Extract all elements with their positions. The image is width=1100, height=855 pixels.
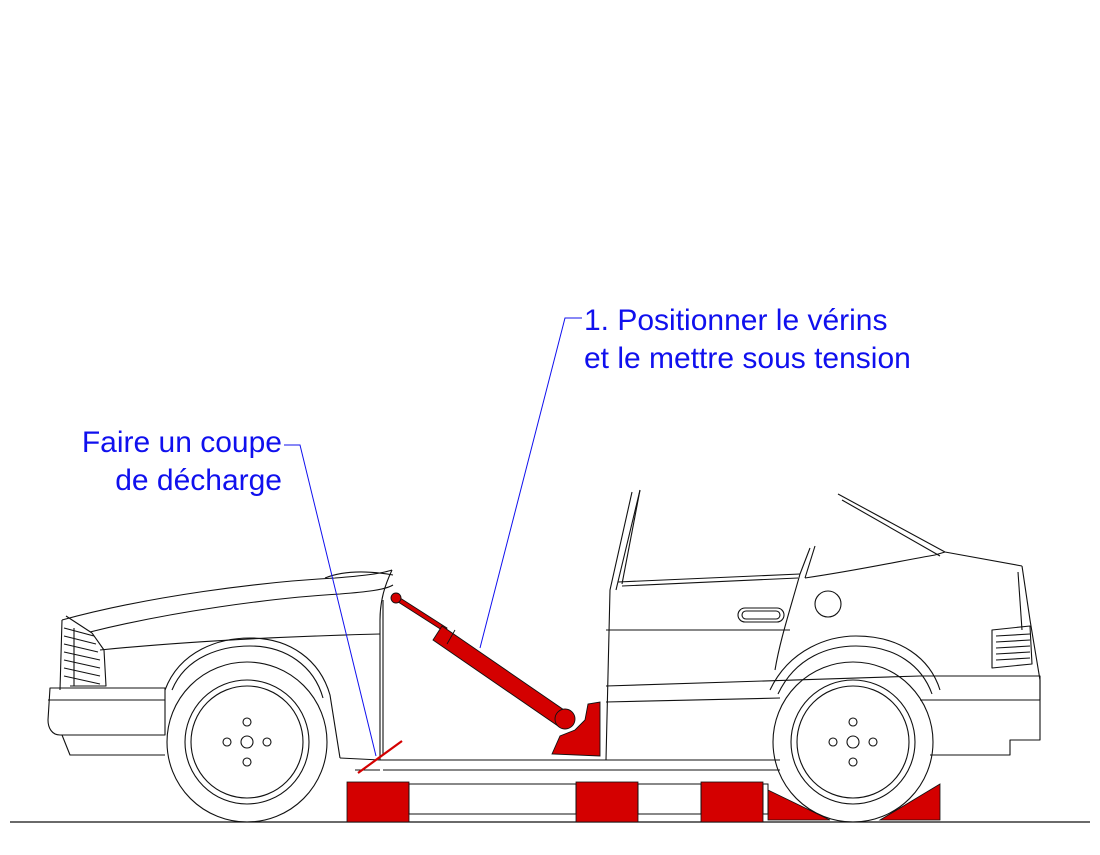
relief-cut-label-line1: Faire un coupe [81,426,282,459]
rear-wheel [772,661,934,823]
jack-instruction-label: 1. Positionner le vérins et le mettre so… [584,302,911,378]
front-wheel [166,661,328,823]
relief-cut-label-line2: de décharge [115,464,282,497]
hydraulic-jack [390,592,601,757]
wheel-chock-front [878,783,941,821]
car-front-section [47,569,394,771]
car-rear-section [380,489,1041,771]
support-block-2 [575,781,639,823]
support-stands [346,781,941,823]
jack-instruction-label-line1: 1. Positionner le vérins [584,304,888,337]
support-beam [408,783,769,815]
support-block-3 [700,781,764,823]
leader-lines [284,317,582,757]
relief-cut-label: Faire un coupe de décharge [0,424,282,500]
support-block-1 [346,781,410,823]
jack-anchor [551,701,601,757]
jack-instruction-label-line2: et le mettre sous tension [584,342,911,375]
leader-line-jack [479,317,582,649]
relief-cut-mark [357,740,403,774]
leader-line-relief-cut [284,444,377,757]
